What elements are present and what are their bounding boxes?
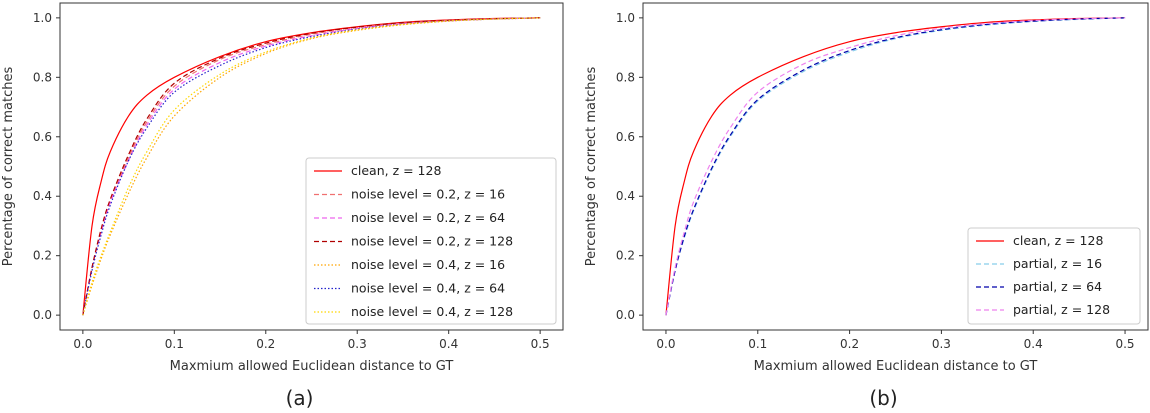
panel-a-legend-entry: noise level = 0.4, z = 128 (351, 304, 513, 319)
panel-b-xtick-label: 0.2 (840, 337, 859, 351)
panel-a-series-line-3 (82, 17, 541, 316)
panel-a-series-line-6 (82, 17, 541, 316)
panel-a-ytick-label: 0.0 (33, 308, 52, 322)
panel-b-legend-entry: clean, z = 128 (1013, 233, 1103, 248)
panel-b-xtick-label: 0.1 (748, 337, 767, 351)
panel-a-legend-box (305, 157, 557, 325)
panel-b-xtick-label: 0.3 (932, 337, 951, 351)
panel-a-xtick-label: 0.5 (531, 337, 550, 351)
panel-a: 0.0 0.1 0.2 0.3 0.4 0.5 0.0 0.2 0.4 0.6 0.8 1.0 Maxm… (1, 2, 564, 410)
panel-a-legend-entry: clean, z = 128 (351, 163, 441, 178)
panel-a-legend-entry: noise level = 0.2, z = 128 (351, 234, 513, 249)
panel-b-series-line-3 (665, 17, 1126, 316)
panel-a-axes-frame (59, 2, 564, 331)
panel-b-ytick-label: 0.6 (616, 130, 635, 144)
panel-b-series-line-2 (665, 17, 1126, 316)
panel-b-ytick-label: 1.0 (616, 11, 635, 25)
panel-a-ytick-label: 0.2 (33, 249, 52, 263)
panel-b-legend-entry: partial, z = 64 (1013, 279, 1102, 294)
panel-b-xtick-label: 0.4 (1024, 337, 1043, 351)
panel-a-ytick-label: 1.0 (33, 11, 52, 25)
panel-a-legend-entry: noise level = 0.4, z = 16 (351, 257, 505, 272)
panel-b-ytick-label: 0.8 (616, 70, 635, 84)
panel-a-ytick-label: 0.4 (33, 189, 52, 203)
panel-b-label: (b) (869, 386, 897, 410)
panel-b-xtick-label: 0.0 (656, 337, 675, 351)
panel-b-xtick-label: 0.5 (1115, 337, 1134, 351)
panel-a-xlabel: Maxmium allowed Euclidean distance to GT (170, 359, 454, 374)
panel-b-axes-frame (642, 2, 1149, 331)
panel-b-legend-box (967, 227, 1141, 325)
panel-b-series-line-0 (665, 17, 1126, 316)
panel-a-ytick-label: 0.6 (33, 130, 52, 144)
panel-a-legend-entry: noise level = 0.2, z = 16 (351, 187, 505, 202)
panel-b-ytick-label: 0.0 (616, 308, 635, 322)
panel-b-legend-entry: partial, z = 16 (1013, 256, 1102, 271)
panel-a-legend: clean, z = 128 noise level = 0.2, z = 16 n… (305, 157, 557, 325)
panel-a-xtick-label: 0.3 (348, 337, 367, 351)
panel-a-ylabel: Percentage of correct matches (1, 67, 16, 267)
panel-a-xtick-label: 0.4 (439, 337, 458, 351)
panel-b-xlabel: Maxmium allowed Euclidean distance to GT (754, 359, 1038, 374)
panel-a-xtick-label: 0.1 (165, 337, 184, 351)
panel-b-ytick-label: 0.2 (616, 249, 635, 263)
panel-b-ylabel: Percentage of correct matches (584, 67, 599, 267)
panel-b-legend: clean, z = 128 partial, z = 16 partial, z … (967, 227, 1141, 325)
panel-a-label: (a) (286, 386, 314, 410)
panel-a-ytick-label: 0.8 (33, 70, 52, 84)
panel-a-xtick-label: 0.2 (256, 337, 275, 351)
panel-a-legend-entry: noise level = 0.2, z = 64 (351, 210, 505, 225)
panel-b: 0.0 0.1 0.2 0.3 0.4 0.5 0.0 0.2 0.4 0.6 0.8 1.0 Maxm… (584, 2, 1149, 410)
panel-a-legend-entry: noise level = 0.4, z = 64 (351, 281, 505, 296)
panel-b-ytick-label: 0.4 (616, 189, 635, 203)
panel-b-legend-entry: partial, z = 128 (1013, 302, 1110, 317)
panel-a-xtick-label: 0.0 (73, 337, 92, 351)
